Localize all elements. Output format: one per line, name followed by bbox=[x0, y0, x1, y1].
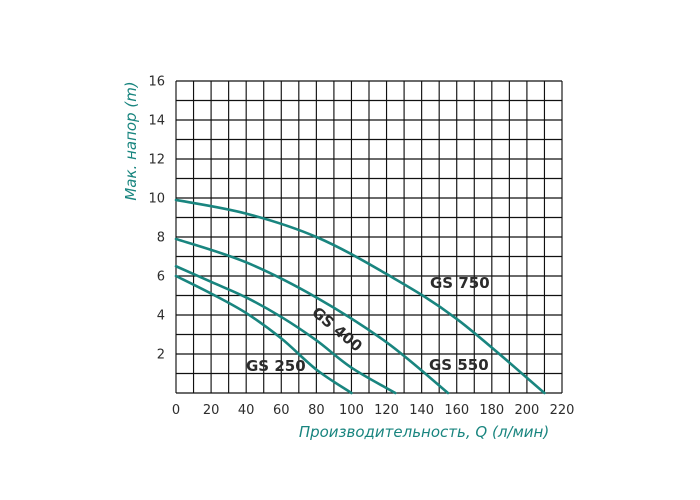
y-tick-label: 12 bbox=[148, 153, 165, 168]
x-tick-label: 40 bbox=[238, 403, 255, 418]
series-label-gs-550: GS 550 bbox=[429, 356, 489, 374]
series-line-gs-550 bbox=[174, 237, 450, 395]
y-tick-label: 6 bbox=[157, 270, 165, 285]
y-tick-label: 10 bbox=[148, 192, 165, 207]
y-axis-ticks: 2 4 6 8 10 12 14 16 bbox=[148, 75, 165, 363]
series-line-gs-250 bbox=[174, 274, 353, 395]
x-tick-label: 120 bbox=[374, 403, 399, 418]
x-tick-label: 180 bbox=[479, 403, 504, 418]
grid bbox=[175, 80, 563, 394]
x-axis-ticks: 0 20 40 60 80 100 120 140 160 180 200 220 bbox=[172, 403, 575, 418]
series-line-gs-750 bbox=[174, 198, 546, 395]
y-axis-title: Мак. напор (m) bbox=[122, 81, 140, 200]
series-layer bbox=[174, 198, 546, 395]
x-tick-label: 60 bbox=[273, 403, 290, 418]
series-line-gs-400 bbox=[174, 264, 397, 395]
y-tick-label: 14 bbox=[148, 114, 165, 129]
series-label-gs-750: GS 750 bbox=[430, 274, 490, 292]
x-tick-label: 220 bbox=[550, 403, 575, 418]
x-tick-label: 80 bbox=[308, 403, 325, 418]
x-tick-label: 160 bbox=[444, 403, 469, 418]
series-label-gs-250: GS 250 bbox=[246, 357, 306, 375]
x-tick-label: 100 bbox=[339, 403, 364, 418]
y-tick-label: 2 bbox=[157, 348, 165, 363]
x-tick-label: 20 bbox=[203, 403, 220, 418]
y-tick-label: 8 bbox=[157, 231, 165, 246]
x-tick-label: 200 bbox=[514, 403, 539, 418]
x-axis-title: Производительность, Q (л/мин) bbox=[299, 423, 549, 441]
y-tick-label: 4 bbox=[157, 309, 165, 324]
y-tick-label: 16 bbox=[148, 75, 165, 90]
x-tick-label: 0 bbox=[172, 403, 180, 418]
x-tick-label: 140 bbox=[409, 403, 434, 418]
